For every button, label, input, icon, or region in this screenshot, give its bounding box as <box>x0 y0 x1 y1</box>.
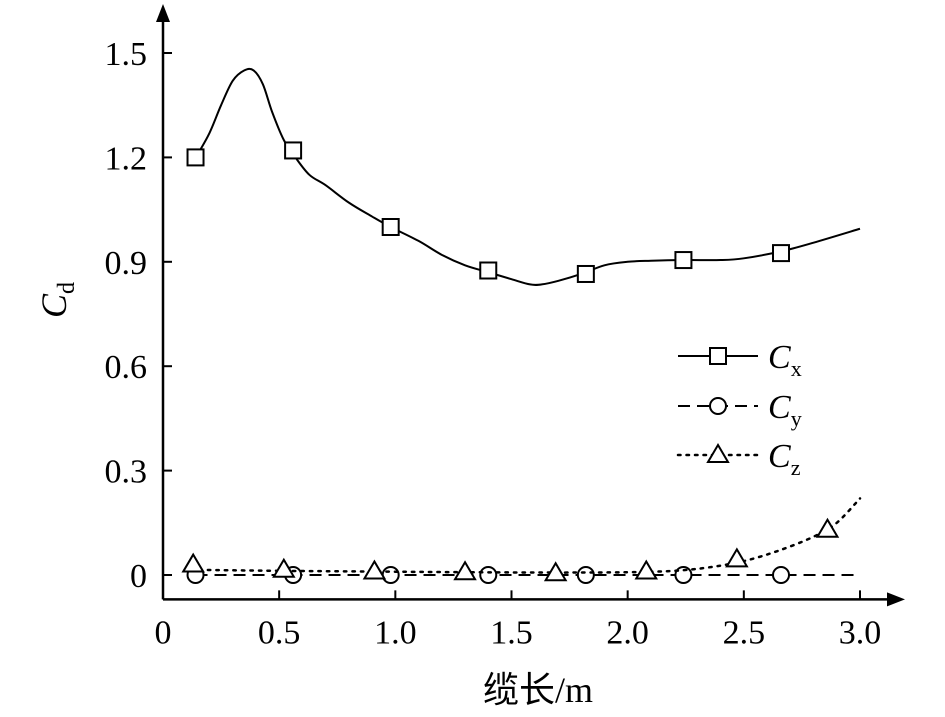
y-tick-label: 0.9 <box>105 245 148 282</box>
legend-cy-marker <box>709 397 727 415</box>
series-cy-point <box>576 566 595 584</box>
legend-cz-label-sub: z <box>791 455 801 480</box>
x-tick-label: 1.0 <box>374 614 417 651</box>
legend-cz-label-main: C <box>768 438 791 475</box>
x-tick-label: 2.5 <box>723 614 766 651</box>
legend-cy-label: Cy <box>768 389 802 431</box>
legend-cz-label: Cz <box>768 438 801 480</box>
series-cy-point <box>479 566 498 584</box>
series-cz-point <box>543 561 568 582</box>
legend-entry-cy: Cy <box>678 389 802 431</box>
series-cz <box>181 497 862 582</box>
series-cz-point <box>181 552 205 573</box>
y-tick-label: 1.5 <box>105 36 148 73</box>
series-cx-point <box>576 264 595 283</box>
series-cx-point <box>674 251 693 270</box>
legend-cy-label-sub: y <box>791 406 802 431</box>
x-tick-label: 0.5 <box>258 614 301 651</box>
x-ticks: 0 0.5 1.0 1.5 2.0 2.5 3.0 <box>155 590 882 651</box>
series-cy-point <box>772 566 791 584</box>
legend-cx-label-sub: x <box>791 356 802 381</box>
series-cx <box>186 67 861 286</box>
series-cx-point <box>479 261 498 280</box>
series-cx-point <box>772 244 791 263</box>
x-tick-label: 2.0 <box>606 614 649 651</box>
series-cz-point <box>453 560 477 581</box>
series-cx-point <box>284 141 303 160</box>
axes <box>156 4 905 607</box>
series-cz-point <box>272 557 296 578</box>
series-cx-point <box>186 148 205 167</box>
series-cy-point <box>674 566 693 584</box>
y-axis-arrow <box>156 4 170 22</box>
y-ticks: 0 0.3 0.6 0.9 1.2 1.5 <box>105 36 172 595</box>
series-cx-point <box>381 218 400 236</box>
x-axis-arrow <box>887 592 905 607</box>
series-cz-line <box>189 497 862 574</box>
series-cy-point <box>381 566 400 584</box>
series-cz-point <box>362 559 387 580</box>
series-cx-line <box>196 67 861 286</box>
series-cz-point <box>725 547 749 568</box>
x-axis-label: 缆长/m <box>483 670 593 710</box>
legend-cy-label-main: C <box>768 389 791 426</box>
series-layer <box>181 67 862 584</box>
legend-cx-label: Cx <box>768 339 802 381</box>
y-tick-label: 0 <box>130 558 147 595</box>
legend-cz-marker <box>706 443 730 463</box>
y-axis-label-main: C <box>34 293 74 318</box>
y-tick-label: 0.6 <box>105 349 148 386</box>
y-tick-label: 1.2 <box>105 140 148 177</box>
series-cz-point <box>634 559 659 580</box>
legend-cx-label-main: C <box>768 339 791 376</box>
legend-entry-cz: Cz <box>676 438 801 480</box>
y-axis-label: Cd <box>34 282 80 318</box>
series-cy <box>186 566 860 584</box>
x-tick-label: 0 <box>155 614 172 651</box>
y-tick-label: 0.3 <box>105 454 148 491</box>
series-cz-point <box>815 517 840 538</box>
legend-cx-marker <box>709 347 727 365</box>
y-axis-label-sub: d <box>54 282 80 294</box>
legend-entry-cx: Cx <box>678 339 802 381</box>
x-tick-label: 1.5 <box>490 614 533 651</box>
x-tick-label: 3.0 <box>839 614 882 651</box>
